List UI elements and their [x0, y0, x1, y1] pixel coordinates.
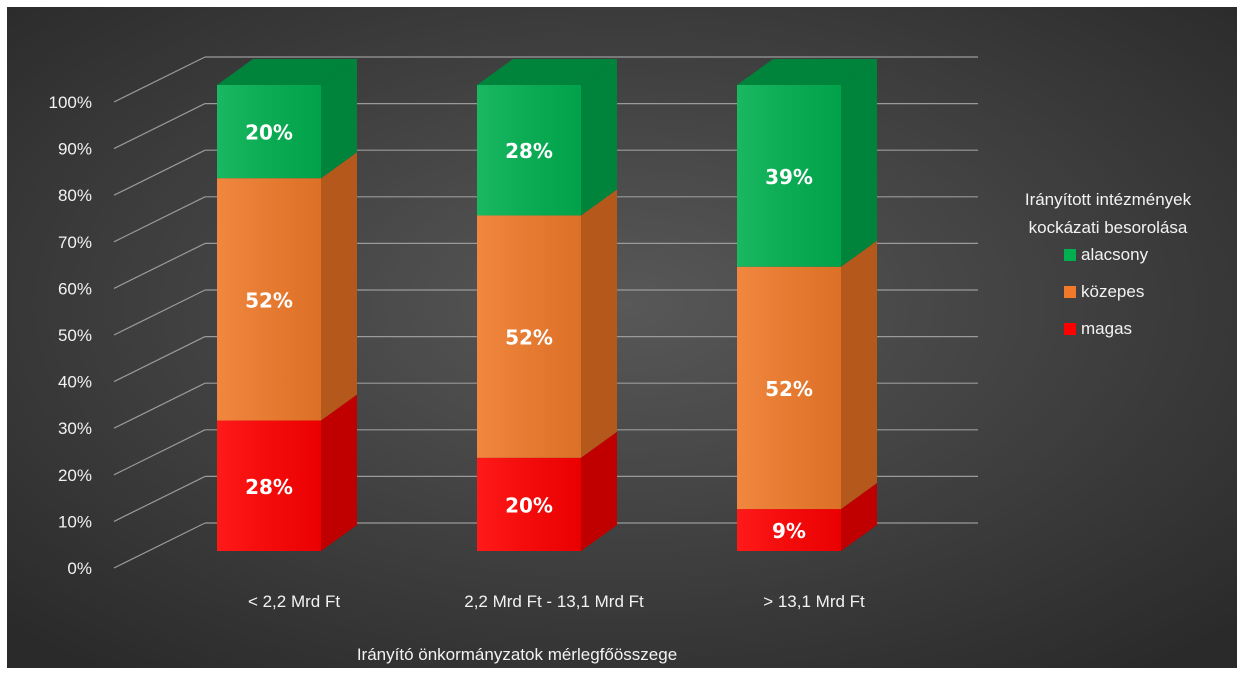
bar-top-alacsony	[737, 59, 877, 85]
bar-side-magas	[321, 394, 357, 551]
gridline-diagonal	[113, 56, 206, 103]
chart-background	[7, 7, 1237, 668]
x-tick-label: < 2,2 Mrd Ft	[248, 592, 340, 611]
gridline-diagonal	[113, 242, 206, 289]
legend-swatch-közepes	[1064, 286, 1076, 298]
x-tick-label: > 13,1 Mrd Ft	[763, 592, 865, 611]
gridline-diagonal	[113, 522, 206, 569]
y-tick-label: 80%	[58, 186, 92, 205]
data-label-magas: 9%	[772, 519, 806, 543]
y-tick-label: 70%	[58, 233, 92, 252]
data-label-alacsony: 28%	[505, 139, 553, 163]
bar-shade	[217, 420, 321, 551]
data-label-magas: 20%	[505, 493, 553, 517]
bar-side-alacsony	[321, 59, 357, 179]
legend-swatch-magas	[1064, 323, 1076, 335]
bar-top-alacsony	[217, 59, 357, 85]
bar-shade	[217, 178, 321, 421]
bar-shade	[217, 85, 321, 179]
gridline-diagonal	[113, 149, 206, 196]
y-tick-label: 40%	[58, 373, 92, 392]
legend-item-közepes: közepes	[1081, 282, 1144, 301]
bar-top-alacsony	[477, 59, 617, 85]
y-tick-label: 50%	[58, 326, 92, 345]
bar-side-alacsony	[581, 59, 617, 216]
bar-shade	[477, 215, 581, 458]
legend-swatch-alacsony	[1064, 249, 1076, 261]
bar-shade	[737, 85, 841, 267]
bar-shade	[737, 266, 841, 510]
legend-item-magas: magas	[1081, 319, 1132, 338]
data-label-közepes: 52%	[505, 326, 553, 350]
gridline-diagonal	[113, 196, 206, 243]
y-tick-label: 0%	[67, 559, 92, 578]
legend-item-alacsony: alacsony	[1081, 245, 1149, 264]
bar-side-alacsony	[841, 59, 877, 267]
y-tick-label: 10%	[58, 512, 92, 531]
y-tick-label: 60%	[58, 279, 92, 298]
legend-title: kockázati besorolása	[1029, 218, 1188, 237]
legend-title: Irányított intézmények	[1025, 190, 1192, 209]
data-label-közepes: 52%	[245, 288, 293, 312]
bar-side-közepes	[581, 189, 617, 458]
x-tick-label: 2,2 Mrd Ft - 13,1 Mrd Ft	[464, 592, 644, 611]
x-axis-title: Irányító önkormányzatok mérlegfőösszege	[357, 645, 677, 664]
gridline-diagonal	[113, 382, 206, 429]
bar-side-közepes	[841, 240, 877, 510]
y-tick-label: 30%	[58, 419, 92, 438]
gridline-diagonal	[113, 475, 206, 522]
data-label-közepes: 52%	[765, 377, 813, 401]
bar-shade	[737, 509, 841, 551]
bar-side-magas	[841, 483, 877, 551]
data-label-alacsony: 39%	[765, 165, 813, 189]
bar-shade	[477, 85, 581, 216]
y-tick-label: 100%	[49, 93, 92, 112]
bar-side-magas	[581, 431, 617, 551]
gridline-diagonal	[113, 429, 206, 476]
bar-shade	[477, 457, 581, 551]
gridline-diagonal	[113, 289, 206, 336]
gridline-diagonal	[113, 103, 206, 150]
data-label-magas: 28%	[245, 475, 293, 499]
data-label-alacsony: 20%	[245, 121, 293, 145]
bar-side-közepes	[321, 152, 357, 421]
y-tick-label: 20%	[58, 466, 92, 485]
gridline-diagonal	[113, 336, 206, 383]
y-tick-label: 90%	[58, 140, 92, 159]
